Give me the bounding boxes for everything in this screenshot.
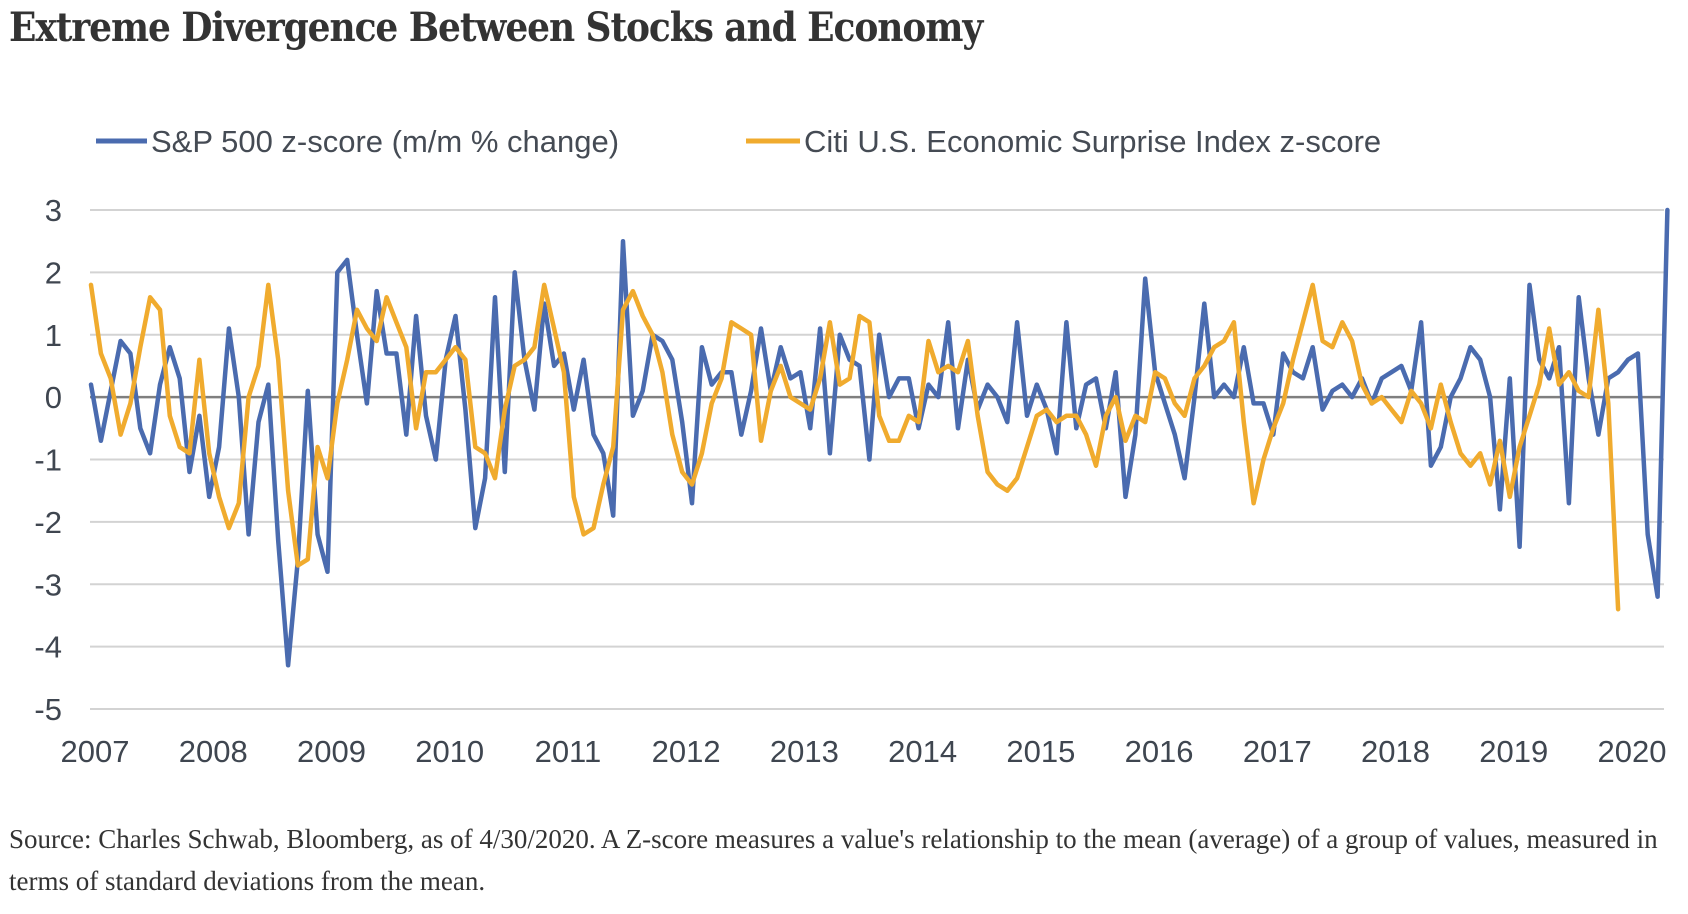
x-tick-label: 2009: [297, 734, 366, 769]
x-tick-label: 2015: [1006, 734, 1075, 769]
y-tick-label: -4: [34, 630, 62, 665]
y-tick-label: -2: [34, 505, 62, 540]
x-tick-label: 2018: [1361, 734, 1430, 769]
legend-label-sp500: S&P 500 z-score (m/m % change): [151, 124, 619, 159]
x-axis-labels: 2007 2008 2009 2010 2011 2012 2013 2014 2015 2016…: [61, 734, 1667, 769]
x-tick-label: 2014: [888, 734, 957, 769]
y-tick-label: 2: [45, 255, 62, 290]
y-axis-labels: 3 2 1 0 -1 -2 -3 -4 -5: [34, 193, 62, 727]
gridlines: [90, 209, 1664, 710]
source-caption: Source: Charles Schwab, Bloomberg, as of…: [9, 824, 1658, 896]
series-line-citi: [88, 282, 1621, 612]
series-line-sp500: [88, 207, 1670, 668]
x-tick-label: 2013: [770, 734, 839, 769]
legend-item-citi: Citi U.S. Economic Surprise Index z-scor…: [746, 124, 1381, 159]
y-tick-label: 3: [45, 193, 62, 228]
x-tick-label: 2016: [1125, 734, 1194, 769]
legend-label-citi: Citi U.S. Economic Surprise Index z-scor…: [804, 124, 1381, 159]
x-tick-label: 2010: [415, 734, 484, 769]
x-tick-label: 2019: [1479, 734, 1548, 769]
y-tick-label: -1: [34, 443, 62, 478]
line-chart: S&P 500 z-score (m/m % change) Citi U.S.…: [34, 124, 1670, 769]
x-tick-label: 2020: [1598, 734, 1667, 769]
legend-item-sp500: S&P 500 z-score (m/m % change): [96, 124, 619, 159]
y-tick-label: 1: [45, 318, 62, 353]
x-tick-label: 2008: [179, 734, 248, 769]
chart-title: Extreme Divergence Between Stocks and Ec…: [9, 4, 983, 51]
x-tick-label: 2017: [1243, 734, 1312, 769]
x-tick-label: 2011: [535, 734, 602, 769]
y-tick-label: -5: [34, 692, 62, 727]
x-tick-label: 2007: [61, 734, 130, 769]
y-tick-label: -3: [34, 567, 62, 602]
y-tick-label: 0: [45, 380, 62, 415]
x-tick-label: 2012: [652, 734, 721, 769]
legend: S&P 500 z-score (m/m % change) Citi U.S.…: [96, 124, 1381, 159]
series-lines: [88, 207, 1670, 668]
